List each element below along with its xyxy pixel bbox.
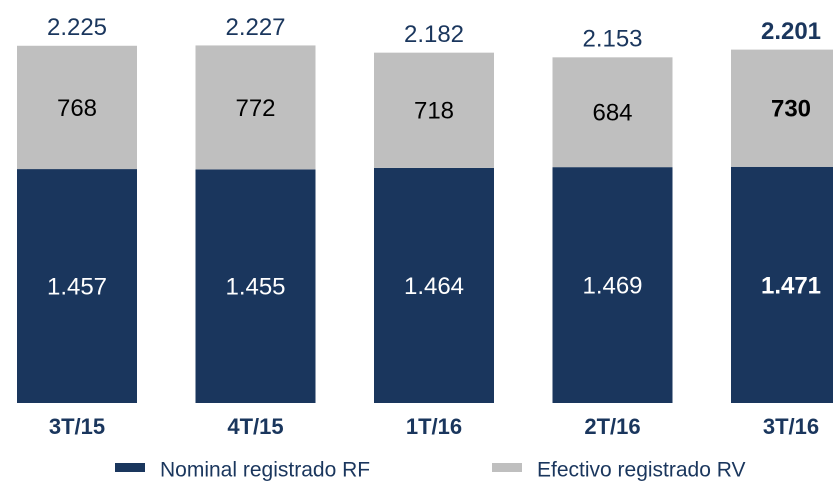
total-label: 2.225: [47, 14, 107, 41]
bar-segment: [195, 45, 316, 170]
value-label: 684: [592, 100, 632, 127]
total-label: 2.182: [404, 21, 464, 48]
value-label: 1.471: [761, 272, 821, 299]
bar-segment: [374, 52, 494, 168]
bar-segment: [195, 169, 316, 403]
bar-segment: [731, 49, 833, 167]
value-label: 768: [57, 95, 97, 122]
bar-segment: [374, 167, 494, 403]
legend-swatch: [115, 463, 145, 472]
legend-label: Nominal registrado RF: [160, 459, 370, 482]
x-tick-label: 4T/15: [227, 414, 283, 439]
x-tick-label: 3T/16: [763, 414, 819, 439]
bar-segment: [17, 45, 137, 170]
bar-segment: [17, 169, 137, 403]
bar-segment: [552, 167, 673, 403]
value-label: 1.455: [225, 274, 285, 301]
legend-label: Efectivo registrado RV: [537, 459, 746, 482]
x-tick-label: 2T/16: [584, 414, 640, 439]
value-label: 1.464: [404, 273, 464, 300]
value-label: 1.457: [47, 273, 107, 300]
legend-swatch: [492, 463, 522, 472]
value-label: 1.469: [582, 272, 642, 299]
total-label: 2.153: [582, 26, 642, 53]
total-label: 2.227: [225, 14, 285, 41]
value-label: 772: [235, 95, 275, 122]
x-tick-label: 1T/16: [406, 414, 462, 439]
total-label: 2.201: [761, 18, 821, 45]
value-label: 718: [414, 98, 454, 125]
x-tick-label: 3T/15: [49, 414, 105, 439]
bar-segment: [552, 57, 673, 168]
value-label: 730: [771, 96, 811, 123]
bar-segment: [731, 166, 833, 403]
